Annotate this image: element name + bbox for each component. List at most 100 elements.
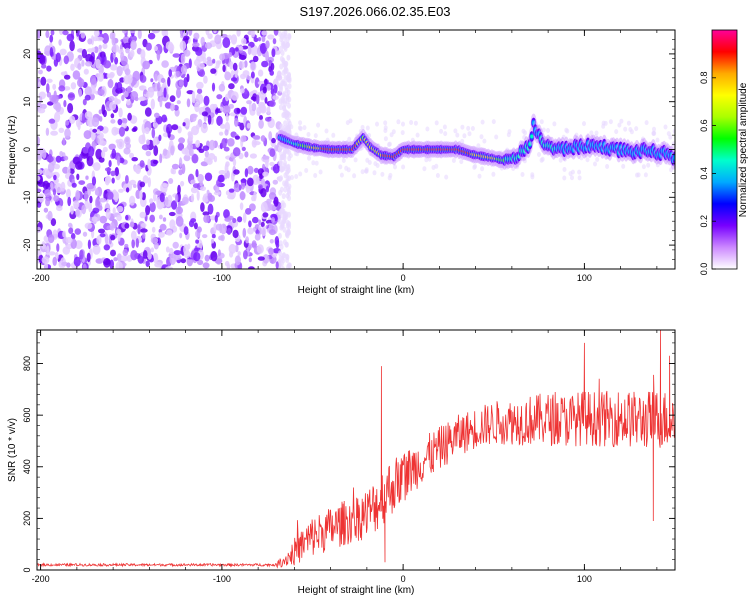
noise-blob: [467, 131, 472, 137]
noise-blob: [393, 164, 397, 170]
noise-blob: [153, 242, 159, 250]
noise-blob: [265, 50, 269, 61]
noise-blob: [195, 169, 199, 178]
noise-blob: [54, 183, 63, 194]
noise-blob: [360, 169, 365, 175]
noise-blob: [82, 98, 87, 106]
noise-blob: [171, 169, 176, 175]
noise-blob: [424, 157, 429, 163]
noise-blob: [443, 131, 448, 137]
noise-blob: [101, 150, 106, 159]
noise-blob: [65, 119, 70, 126]
spectrogram-x-tick-label: -200: [32, 273, 50, 283]
noise-blob: [269, 229, 276, 236]
noise-blob: [37, 150, 43, 160]
noise-blob: [190, 218, 197, 223]
noise-blob: [264, 96, 268, 104]
noise-blob: [69, 40, 75, 52]
noise-blob: [341, 158, 346, 163]
noise-blob: [75, 189, 80, 201]
noise-blob: [232, 158, 237, 167]
noise-blob: [244, 88, 248, 95]
noise-blob: [367, 160, 372, 165]
noise-blob: [339, 172, 344, 178]
noise-blob: [179, 232, 183, 239]
noise-blob: [158, 202, 165, 209]
noise-blob: [284, 180, 289, 187]
noise-blob: [530, 172, 535, 178]
noise-blob: [444, 174, 449, 180]
noise-blob: [232, 147, 241, 157]
noise-blob: [380, 171, 385, 177]
noise-blob: [256, 244, 264, 254]
noise-blob: [41, 256, 50, 264]
colorbar-label: Normalized spectral amplitude: [738, 82, 749, 217]
noise-blob: [105, 208, 111, 220]
noise-blob: [247, 266, 255, 269]
noise-blob: [210, 238, 215, 244]
noise-blob: [71, 182, 77, 188]
noise-blob: [70, 205, 74, 215]
noise-blob: [304, 168, 309, 173]
noise-blob: [247, 165, 254, 175]
noise-blob: [250, 30, 256, 38]
noise-blob: [188, 147, 194, 157]
noise-blob: [86, 252, 91, 263]
noise-blob: [135, 238, 139, 248]
noise-blob: [249, 153, 257, 159]
noise-blob: [192, 42, 200, 48]
noise-blob: [238, 61, 246, 70]
noise-blob: [45, 30, 50, 39]
noise-blob: [167, 76, 171, 87]
noise-blob: [280, 212, 285, 219]
noise-blob: [87, 38, 93, 45]
noise-blob: [286, 185, 291, 192]
noise-blob: [234, 69, 238, 78]
noise-blob: [110, 113, 115, 119]
noise-blob: [258, 37, 261, 42]
noise-blob: [163, 87, 167, 98]
noise-blob: [104, 233, 109, 245]
noise-blob: [130, 40, 137, 51]
noise-blob: [73, 256, 81, 267]
noise-blob: [198, 69, 206, 77]
noise-blob: [180, 53, 186, 65]
noise-blob: [175, 70, 181, 78]
noise-blob: [47, 101, 54, 106]
noise-blob: [178, 137, 186, 144]
noise-blob: [228, 243, 237, 254]
noise-blob: [48, 234, 55, 244]
noise-blob: [110, 119, 116, 124]
noise-blob: [194, 101, 200, 113]
noise-blob: [62, 230, 66, 238]
noise-blob: [265, 185, 270, 193]
noise-blob: [177, 184, 181, 195]
colorbar-tick-label: 0.8: [699, 72, 709, 85]
noise-blob: [302, 125, 307, 131]
noise-blob: [230, 91, 239, 101]
noise-blob: [82, 147, 89, 154]
noise-blob: [195, 139, 201, 148]
noise-blob: [196, 81, 204, 90]
noise-blob: [122, 118, 128, 124]
noise-blob: [114, 192, 119, 203]
noise-blob: [112, 207, 116, 215]
noise-blob: [116, 228, 122, 235]
noise-blob: [48, 118, 56, 124]
noise-blob: [159, 223, 167, 231]
noise-blob: [46, 245, 50, 256]
noise-blob: [268, 247, 274, 255]
noise-blob: [173, 250, 182, 256]
noise-blob: [91, 216, 98, 222]
noise-blob: [99, 233, 106, 238]
noise-blob: [585, 157, 590, 163]
spectrogram-x-tick-label: 0: [401, 273, 406, 283]
noise-blob: [415, 132, 420, 138]
noise-blob: [179, 40, 187, 51]
noise-blob: [272, 163, 280, 174]
noise-blob: [195, 239, 200, 244]
noise-blob: [202, 262, 210, 269]
noise-blob: [257, 69, 264, 77]
noise-blob: [145, 260, 150, 268]
